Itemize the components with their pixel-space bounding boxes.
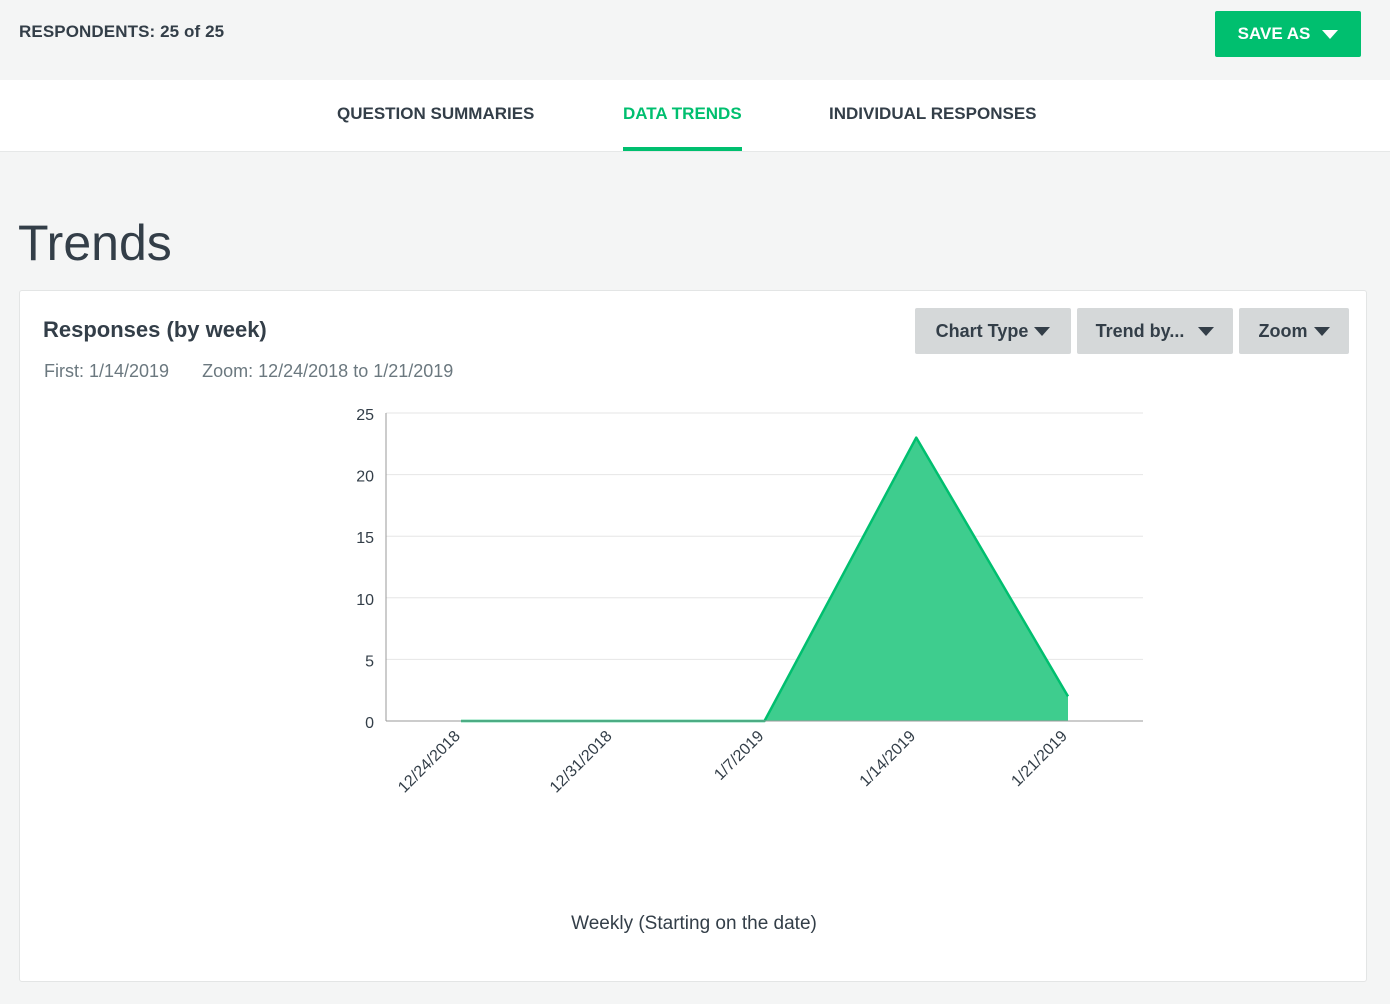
first-response-date: First: 1/14/2019 — [44, 361, 170, 381]
tab-individual-responses[interactable]: INDIVIDUAL RESPONSES — [829, 104, 1037, 123]
x-tick-labels: 12/24/2018 12/31/2018 1/7/2019 1/14/2019 1/2… — [395, 728, 1071, 797]
y-tick-label: 25 — [356, 407, 374, 424]
caret-down-icon — [1313, 326, 1330, 336]
save-as-button[interactable]: SAVE AS — [1215, 11, 1361, 57]
save-as-label: SAVE AS — [1237, 24, 1311, 43]
zoom-label: Zoom — [1258, 320, 1308, 341]
caret-down-icon — [1034, 326, 1051, 336]
y-tick-label: 20 — [356, 469, 374, 486]
chart-card-title: Responses (by week) — [43, 317, 267, 342]
tab-bar: QUESTION SUMMARIES DATA TRENDS INDIVIDUA… — [0, 80, 1390, 152]
top-bar: RESPONDENTS: 25 of 25 SAVE AS — [0, 0, 1390, 80]
y-tick-label: 0 — [365, 715, 374, 732]
gridlines — [386, 412, 1143, 660]
axes — [385, 413, 1143, 722]
chart-type-label: Chart Type — [935, 320, 1029, 341]
y-tick-labels: 0 5 10 15 20 25 — [356, 407, 374, 732]
x-tick-label: 1/7/2019 — [711, 728, 767, 784]
series-area-fill — [461, 437, 1068, 721]
series-area — [460, 436, 1070, 723]
x-tick-label: 12/24/2018 — [395, 728, 464, 797]
caret-down-icon — [1198, 326, 1215, 336]
chart-meta: First: 1/14/2019 Zoom: 12/24/2018 to 1/2… — [44, 361, 453, 382]
x-tick-label: 12/31/2018 — [547, 728, 616, 797]
zoom-dropdown[interactable]: Zoom — [1239, 308, 1349, 354]
page-title: Trends — [18, 215, 172, 271]
y-tick-label: 10 — [356, 592, 374, 609]
y-tick-label: 5 — [365, 653, 374, 670]
trend-chart-card: Responses (by week) First: 1/14/2019 Zoo… — [19, 290, 1367, 982]
tab-question-summaries[interactable]: QUESTION SUMMARIES — [337, 104, 535, 123]
x-tick-label: 1/14/2019 — [857, 728, 919, 790]
caret-down-icon — [1322, 30, 1339, 39]
trend-by-label: Trend by... — [1095, 320, 1185, 341]
respondents-count: RESPONDENTS: 25 of 25 — [19, 22, 225, 41]
tab-data-trends[interactable]: DATA TRENDS — [623, 80, 742, 151]
x-tick-label: 1/21/2019 — [1008, 728, 1070, 790]
zoom-range: Zoom: 12/24/2018 to 1/21/2019 — [202, 361, 454, 381]
trend-by-dropdown[interactable]: Trend by... — [1077, 308, 1233, 354]
chart-type-dropdown[interactable]: Chart Type — [915, 308, 1071, 354]
x-axis-label: Weekly (Starting on the date) — [571, 913, 817, 934]
y-tick-label: 15 — [356, 530, 374, 547]
